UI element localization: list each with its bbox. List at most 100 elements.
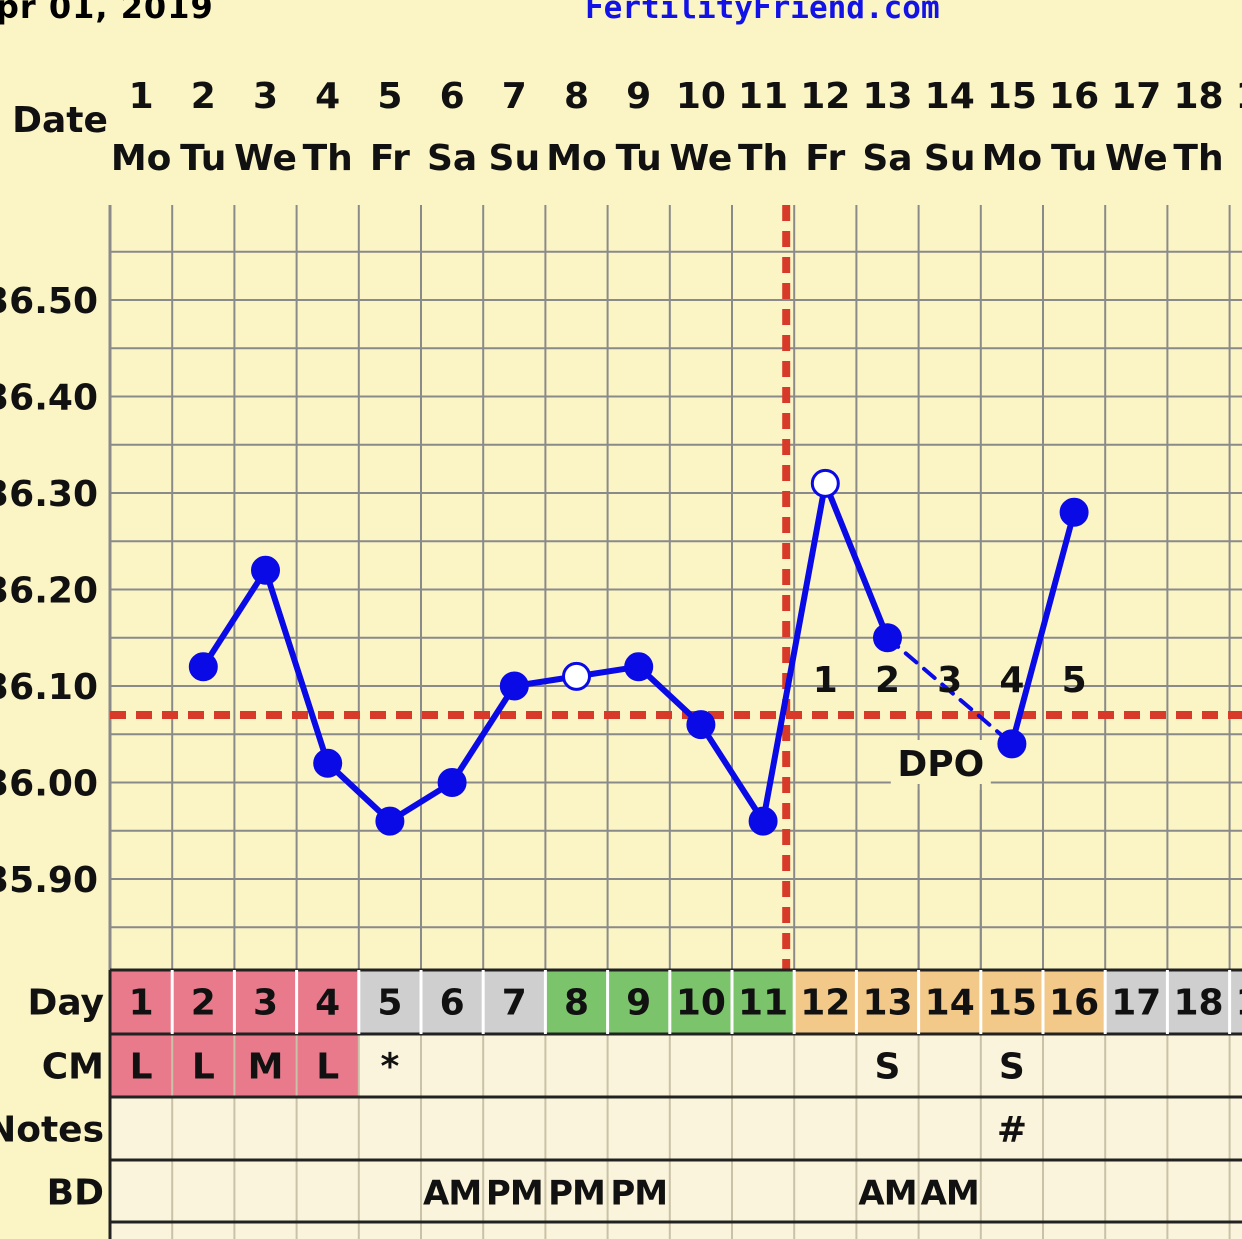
day-cell-14 [918,970,981,1033]
date-number-19: 19 [1236,76,1242,117]
day-number-9: 9 [626,983,651,1024]
y-tick-label: 36.10 [0,667,98,708]
day-cell-11 [732,970,795,1033]
date-number-8: 8 [564,76,589,117]
day-number-12: 12 [800,983,850,1024]
row-label-day: Day [27,983,104,1024]
day-number-15: 15 [987,983,1037,1024]
y-tick-label: 36.30 [0,474,98,515]
weekday-9: Tu [616,138,662,179]
temp-segment-15-16 [1008,509,1078,747]
dpo-label-1: 1 [813,660,838,701]
day-cell-19 [1229,970,1242,1033]
temp-segment-10-11 [697,721,767,825]
bd-value-13: AM [858,1174,916,1214]
row-label-notes: Notes [0,1110,104,1151]
cm-value-1: L [130,1047,153,1088]
temp-point-day-5 [375,806,405,836]
bd-value-8: PM [548,1174,605,1214]
y-tick-label: 36.40 [0,378,98,419]
day-number-7: 7 [502,983,527,1024]
day-number-18: 18 [1173,983,1223,1024]
day-cell-3 [234,970,297,1033]
temp-point-day-15 [997,729,1027,759]
y-tick-label: 36.20 [0,571,98,612]
cm-cell-shade [296,1034,359,1097]
temp-point-day-16 [1059,497,1089,527]
weekday-14: Su [924,138,976,179]
weekday-11: Th [738,138,788,179]
day-number-11: 11 [738,983,788,1024]
day-cell-15 [980,970,1043,1033]
date-number-11: 11 [738,76,788,117]
cm-value-2: L [192,1047,215,1088]
temp-point-day-10 [686,710,716,740]
day-cell-9 [607,970,670,1033]
weekday-4: Th [303,138,353,179]
cm-value-5: * [380,1047,399,1088]
y-tick-label: 35.90 [0,860,98,901]
cm-cell-shade [110,1034,173,1097]
day-cell-2 [172,970,235,1033]
cm-cell-shade [172,1034,235,1097]
dpo-caption: DPO [897,744,984,785]
day-cell-5 [358,970,421,1033]
temp-point-day-7 [499,671,529,701]
weekday-10: We [669,138,732,179]
day-number-16: 16 [1049,983,1099,1024]
date-number-13: 13 [862,76,912,117]
temp-point-day-8 [562,661,591,691]
temp-point-day-9 [624,652,654,682]
date-number-3: 3 [253,76,278,117]
cm-cell-shade [234,1034,297,1097]
day-cell-17 [1105,970,1168,1033]
date-number-10: 10 [676,76,726,117]
weekday-17: We [1105,138,1168,179]
day-number-6: 6 [440,983,465,1024]
day-cell-4 [296,970,359,1033]
weekday-13: Sa [862,138,912,179]
day-number-13: 13 [862,983,912,1024]
bd-value-7: PM [486,1174,543,1214]
weekday-16: Tu [1051,138,1097,179]
day-cell-7 [483,970,546,1033]
row-label-cm: CM [42,1047,104,1088]
day-number-17: 17 [1111,983,1161,1024]
row-label-bd: BD [47,1173,104,1214]
cm-value-3: M [248,1047,284,1088]
day-cell-10 [669,970,732,1033]
weekday-6: Sa [427,138,477,179]
day-cell-8 [545,970,608,1033]
day-cell-16 [1043,970,1106,1033]
temp-segment-12-13 [822,480,891,641]
day-number-8: 8 [564,983,589,1024]
day-number-10: 10 [676,983,726,1024]
date-number-4: 4 [315,76,340,117]
temp-point-day-3 [251,555,280,585]
date-number-7: 7 [502,76,527,117]
day-number-2: 2 [191,983,216,1024]
site-name-link[interactable]: FertilityFriend.com [585,0,940,26]
weekday-1: Mo [111,138,172,179]
day-cell-12 [794,970,857,1033]
weekday-2: Tu [180,138,226,179]
weekday-12: Fr [805,138,845,179]
cm-value-13: S [875,1047,901,1088]
day-number-4: 4 [315,983,340,1024]
note-value-15: # [997,1110,1027,1151]
temp-segment-13-15 [885,635,1014,746]
date-number-9: 9 [626,76,651,117]
temp-point-day-4 [313,748,343,778]
day-number-14: 14 [925,983,975,1024]
chart-start-date: pr 01, 2019 [0,0,214,26]
date-number-18: 18 [1173,76,1223,117]
day-number-19: 19 [1236,983,1242,1024]
dpo-label-5: 5 [1062,660,1087,701]
temp-segment-11-12 [760,480,829,825]
day-number-1: 1 [129,983,154,1024]
date-number-17: 17 [1111,76,1161,117]
y-tick-label: 36.50 [0,281,98,322]
bd-value-9: PM [610,1174,667,1214]
cm-value-15: S [999,1047,1025,1088]
weekday-5: Fr [370,138,410,179]
